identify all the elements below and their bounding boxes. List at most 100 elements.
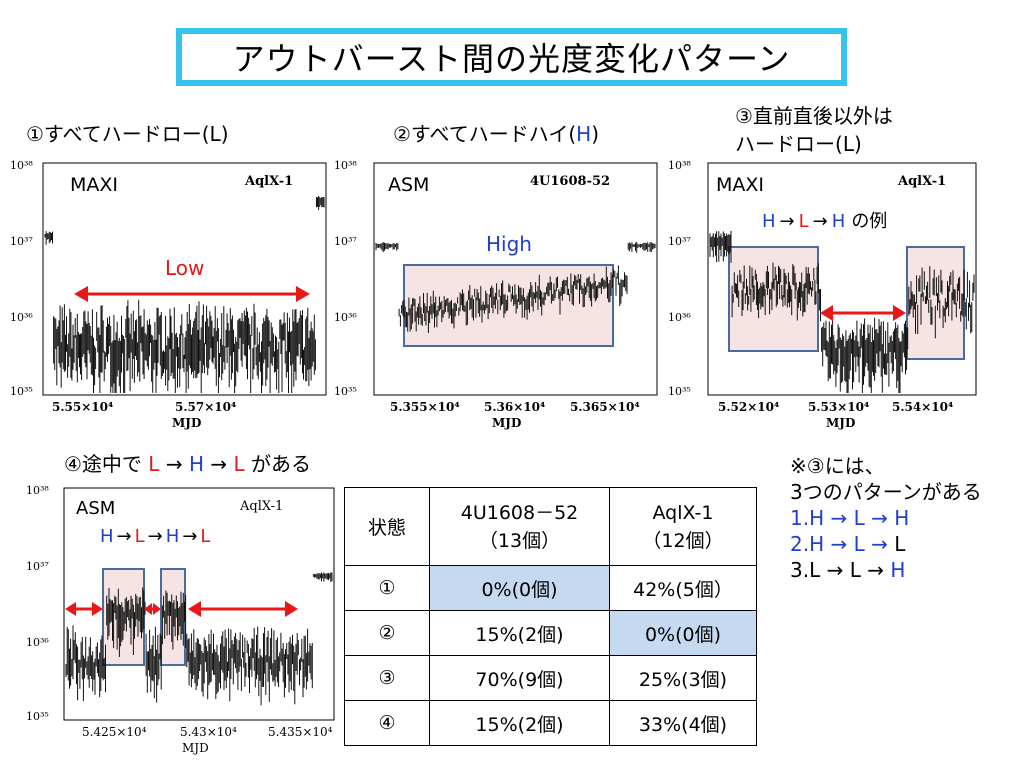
table-cell-4u1608: 15%(2個): [429, 610, 610, 656]
chart4-ytick-38: 10³⁸: [26, 484, 49, 497]
chart1-ytick-38: 10³⁸: [10, 159, 33, 172]
chart2-xlabel: MJD: [492, 416, 521, 430]
chart3-frame: [707, 162, 977, 396]
panel1-label: ①すべてハードロー(L): [26, 118, 229, 147]
panel1-label-code: L: [209, 122, 221, 146]
note-line5-b: H: [890, 558, 906, 582]
panel3-label-code: L: [842, 132, 854, 156]
panel4-label-s2: H: [188, 452, 204, 476]
chart3-xtick-2: 5.53×10⁴: [808, 400, 869, 414]
chart2-ytick-37: 10³⁷: [334, 235, 357, 248]
chart3-annotation-a1: →: [780, 211, 795, 232]
chart4-arrows: [65, 601, 298, 617]
chart3-annotation-tail: の例: [851, 211, 887, 232]
chart3-xtick-1: 5.52×10⁴: [718, 400, 779, 414]
table-cell-aqlx1: 42%(5個）: [609, 565, 757, 611]
table-cell-aqlx1: 25%(3個): [609, 655, 757, 701]
chart2-source: 4U1608-52: [530, 174, 610, 189]
table-cell-state: ③: [344, 655, 430, 701]
chart4-ytick-35: 10³⁵: [26, 710, 49, 723]
chart4-annotation-s1: H: [100, 526, 114, 547]
chart3-annotation-s2: L: [799, 211, 809, 232]
chart2-annotation-high: High: [486, 232, 532, 256]
chart4-annotation-s3: H: [166, 526, 180, 547]
table-cell-aqlx1: 33%(4個): [609, 700, 757, 746]
chart3-source: AqlX-1: [897, 174, 946, 189]
chart-2: 10³⁸ 10³⁷ 10³⁶ 10³⁵ ASM 4U1608-52 High 5…: [334, 159, 658, 430]
chart1-ytick-37: 10³⁷: [10, 235, 33, 248]
chart4-ytick-36: 10³⁶: [26, 636, 49, 649]
chart3-ytick-38: 10³⁸: [668, 159, 691, 172]
chart3-annotation-a2: →: [813, 211, 828, 232]
table-cell-aqlx1: 0%(0個): [609, 610, 757, 656]
panel3-label-suffix: ): [853, 132, 862, 156]
panel4-label-suffix: がある: [250, 452, 311, 476]
table-cell-4u1608: 70%(9個): [429, 655, 610, 701]
chart4-frame: [63, 487, 335, 721]
chart4-source: AqlX-1: [239, 499, 283, 514]
chart4-instrument: ASM: [76, 498, 115, 519]
chart3-ytick-36: 10³⁶: [668, 311, 691, 324]
note-line4-a: 2.H → L →: [790, 532, 895, 556]
chart4-annotation-a2: →: [148, 526, 163, 547]
chart1-ytick-36: 10³⁶: [10, 311, 33, 324]
panel4-label-s3: L: [233, 452, 245, 476]
note-line4-b: L: [894, 532, 906, 556]
panel2-label-text: ②すべてハードハイ(: [393, 122, 577, 146]
chart2-xtick-1: 5.355×10⁴: [390, 400, 460, 414]
chart4-xtick-2: 5.43×10⁴: [180, 725, 237, 739]
panel4-label-arrow1: →: [165, 452, 183, 476]
chart2-ytick-36: 10³⁶: [334, 311, 357, 324]
chart3-ytick-37: 10³⁷: [668, 235, 691, 248]
chart3-arrow: [820, 305, 906, 321]
note-line5-a: 3.L → L →: [790, 558, 891, 582]
chart4-annotation-s4: L: [200, 526, 210, 547]
note-line3: 1.H → L → H: [790, 506, 910, 530]
chart2-plot-area: [375, 241, 656, 334]
chart1-xtick-1: 5.55×10⁴: [52, 400, 113, 414]
chart2-ytick-38: 10³⁸: [334, 159, 357, 172]
table-row: ② 15%(2個) 0%(0個): [344, 610, 757, 656]
table-header-row: 状態 4U1608－52 （13個） AqlX-1 （12個）: [344, 487, 757, 566]
page-title: アウトバースト間の光度変化パターン: [176, 28, 847, 86]
chart4-xlabel: MJD: [182, 741, 209, 755]
chart3-ytick-35: 10³⁵: [668, 385, 691, 398]
panel4-label-arrow2: →: [210, 452, 228, 476]
note-line5: 3.L → L → H: [790, 557, 982, 583]
chart1-xlabel: MJD: [172, 416, 201, 430]
chart4-annotation-a3: →: [182, 526, 197, 547]
chart1-ytick-35: 10³⁵: [10, 385, 33, 398]
chart4-ytick-37: 10³⁷: [26, 560, 49, 573]
chart2-xtick-2: 5.36×10⁴: [484, 400, 545, 414]
table-cell-state: ④: [344, 700, 430, 746]
chart3-annotation-s3: H: [832, 211, 846, 232]
table-cell-state: ①: [344, 565, 430, 611]
chart1-frame: [42, 162, 327, 396]
table-cell-state: ②: [344, 610, 430, 656]
chart1-xtick-2: 5.57×10⁴: [175, 400, 236, 414]
chart2-frame: [373, 162, 658, 396]
chart4-xtick-3: 5.435×10⁴: [268, 725, 333, 739]
note-line4: 2.H → L → L: [790, 531, 982, 557]
panel4-label-text: ④途中で: [64, 452, 142, 476]
chart3-annotation-s1: H: [762, 211, 776, 232]
chart-3: 10³⁸ 10³⁷ 10³⁶ 10³⁵ MAXI AqlX-1 H → L → H の例 …: [668, 159, 977, 430]
chart3-annotation: H → L → H の例: [762, 211, 887, 232]
note-line1: ※③には、: [790, 454, 885, 478]
panel1-label-suffix: ): [220, 122, 229, 146]
chart3-xlabel: MJD: [826, 416, 855, 430]
chart1-annotation-low: Low: [165, 256, 204, 280]
chart4-annotation: H → L → H → L: [100, 526, 210, 547]
panel4-label: ④途中で L → H → L がある: [64, 448, 311, 477]
panel4-label-s1: L: [148, 452, 160, 476]
summary-table: 状態 4U1608－52 （13個） AqlX-1 （12個） ① 0%(0個)…: [344, 487, 757, 746]
chart1-plot-area: [44, 196, 325, 393]
table-header-4u1608: 4U1608－52 （13個）: [429, 487, 610, 566]
chart-1: 10³⁸ 10³⁷ 10³⁶ 10³⁵ MAXI AqlX-1 Low 5.55…: [10, 159, 327, 430]
chart4-annotation-a1: →: [117, 526, 132, 547]
panel3-label-line1: ③直前直後以外は: [735, 104, 893, 128]
chart2-ytick-35: 10³⁵: [334, 385, 357, 398]
chart2-instrument: ASM: [388, 174, 429, 196]
panel2-label-code: H: [576, 122, 592, 146]
table-header-aqlx1: AqlX-1 （12個）: [609, 487, 757, 566]
